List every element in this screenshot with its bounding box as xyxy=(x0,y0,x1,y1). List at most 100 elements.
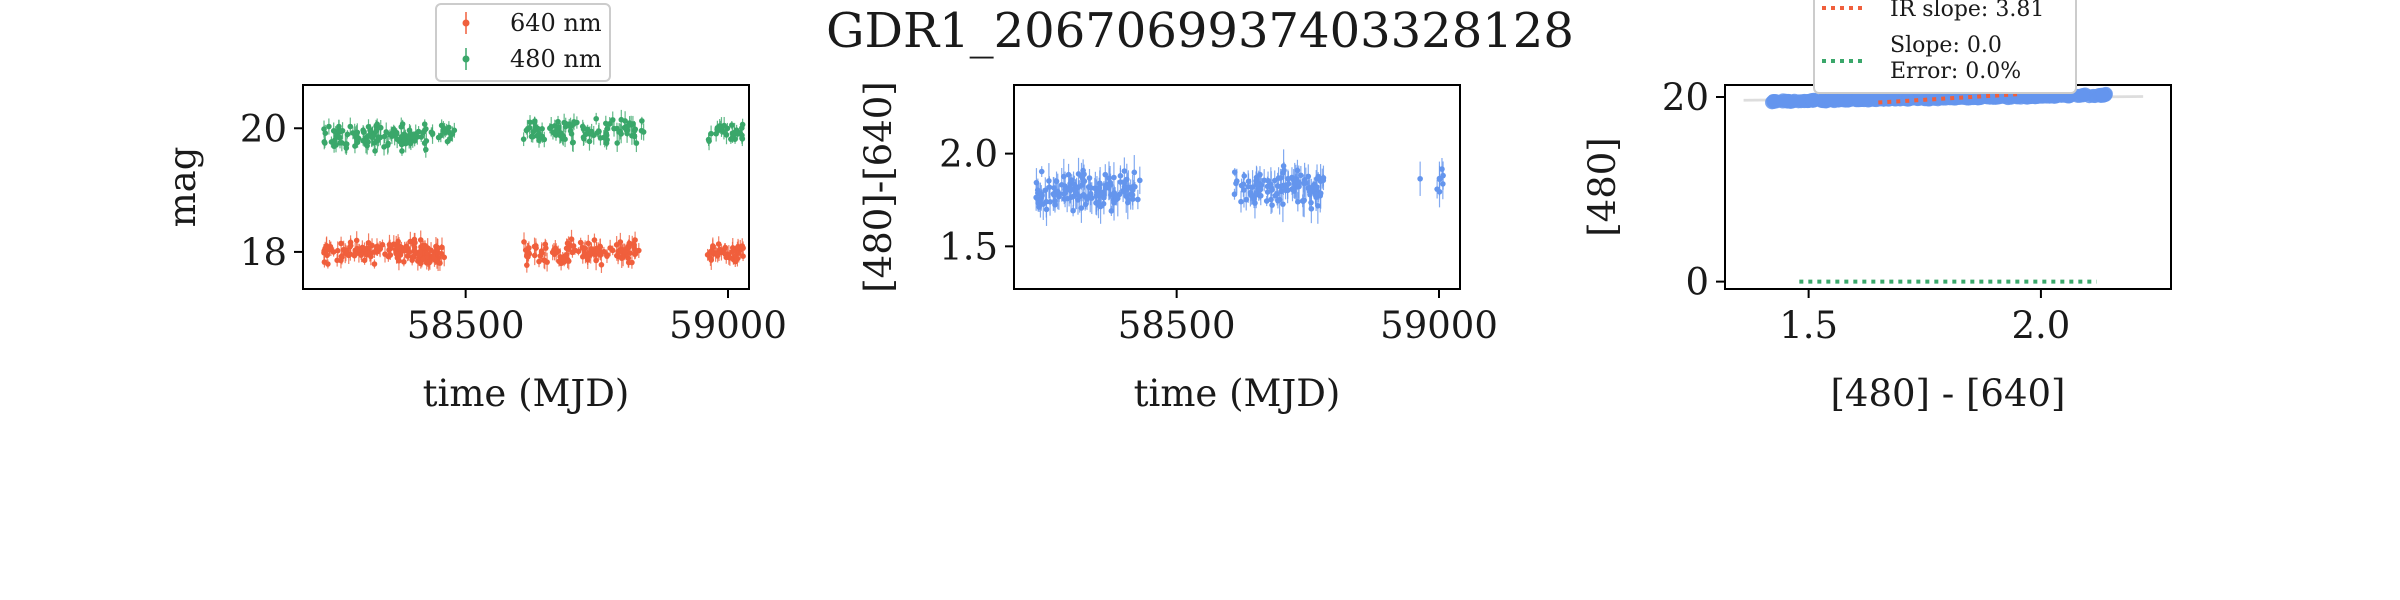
data-point xyxy=(411,238,418,256)
data-point xyxy=(421,126,428,137)
data-point xyxy=(403,241,410,252)
data-point xyxy=(444,137,451,146)
data-point xyxy=(373,120,380,140)
data-point xyxy=(633,134,640,153)
data-point xyxy=(375,242,381,252)
data-point xyxy=(569,134,576,152)
data-point xyxy=(1047,187,1053,216)
data-point xyxy=(538,244,545,258)
data-point xyxy=(429,124,436,144)
data-point xyxy=(420,240,427,256)
data-point xyxy=(596,122,602,141)
data-point xyxy=(1233,171,1239,196)
data-point xyxy=(521,232,527,252)
data-point xyxy=(395,234,401,249)
legend: 640 nm 480 nm xyxy=(435,3,611,82)
data-points xyxy=(321,109,746,273)
data-point xyxy=(321,256,328,268)
color-curve-panel: 58500 59000 1.5 2.0 time (MJD) [480]-[640] xyxy=(857,81,1498,415)
x-tick-label: 58500 xyxy=(1118,304,1236,347)
data-point xyxy=(533,241,539,255)
data-point xyxy=(1303,167,1309,199)
data-point xyxy=(415,126,422,138)
data-point xyxy=(364,136,370,155)
data-point xyxy=(351,249,358,262)
data-point xyxy=(383,122,390,142)
data-point xyxy=(1135,189,1141,210)
data-point xyxy=(523,246,530,266)
data-point xyxy=(1295,192,1301,212)
data-point xyxy=(1252,187,1258,219)
data-point xyxy=(575,247,582,256)
data-point xyxy=(553,122,560,138)
data-point xyxy=(1320,165,1327,191)
y-axis-label: mag xyxy=(161,147,204,228)
data-point xyxy=(1046,163,1052,199)
data-point xyxy=(1062,171,1068,208)
data-point xyxy=(1088,182,1095,215)
legend-label-ir-slope: IR slope: 3.81 xyxy=(1890,0,2044,22)
data-point xyxy=(417,247,423,257)
data-point xyxy=(713,125,719,142)
data-point xyxy=(360,135,366,146)
data-point xyxy=(326,118,332,135)
x-axis-label: [480] - [640] xyxy=(1830,372,2065,415)
axis-ticks: 58500 59000 1.5 2.0 xyxy=(939,133,1498,347)
data-point xyxy=(347,238,354,254)
data-point xyxy=(386,234,393,255)
data-point xyxy=(615,242,622,262)
data-point xyxy=(433,237,439,257)
data-point xyxy=(338,236,344,251)
x-tick-label: 2.0 xyxy=(2011,304,2070,347)
data-point xyxy=(1313,170,1320,204)
data-point xyxy=(731,126,738,142)
data-point xyxy=(1295,165,1302,199)
data-point xyxy=(1070,180,1077,213)
data-point xyxy=(371,259,378,269)
data-point xyxy=(1238,178,1245,193)
data-point xyxy=(1254,174,1260,196)
data-point xyxy=(1111,162,1117,193)
data-point xyxy=(1108,205,1115,216)
data-point xyxy=(593,112,599,125)
data-point xyxy=(1436,176,1443,208)
data-point xyxy=(1269,197,1275,213)
data-point xyxy=(1805,93,1820,108)
x-axis-label: time (MJD) xyxy=(1134,372,1341,415)
data-point xyxy=(322,138,328,148)
data-point xyxy=(1072,186,1079,196)
data-point xyxy=(1121,177,1127,188)
data-point xyxy=(625,257,632,268)
legend-marker-480 xyxy=(462,48,470,70)
data-point xyxy=(446,121,452,134)
data-point xyxy=(1922,92,1937,107)
data-point xyxy=(1084,188,1090,210)
data-point xyxy=(1052,196,1058,213)
data-point xyxy=(323,237,330,256)
x-tick-label: 58500 xyxy=(407,304,525,347)
data-point xyxy=(358,250,364,260)
legend: IR slope: 3.81 Slope: 0.0 Error: 0.0% xyxy=(1813,0,2077,94)
data-point xyxy=(541,131,548,148)
y-tick-label: 20 xyxy=(240,107,287,150)
data-point xyxy=(438,119,445,132)
data-point xyxy=(729,241,736,262)
data-point xyxy=(2094,87,2109,102)
data-point xyxy=(614,134,621,152)
data-point xyxy=(1033,184,1039,211)
data-point xyxy=(1301,183,1307,218)
data-point xyxy=(1306,174,1313,210)
data-point xyxy=(548,116,555,137)
data-point xyxy=(707,247,714,256)
data-point xyxy=(368,247,374,266)
plot-frame xyxy=(1013,84,1461,290)
data-point xyxy=(1130,179,1137,193)
data-point xyxy=(1851,91,1866,106)
data-point xyxy=(1043,192,1050,226)
axis-ticks: 1.5 2.0 0 20 xyxy=(1662,76,2070,347)
data-point xyxy=(621,243,628,261)
legend-box xyxy=(1813,0,2077,94)
data-point xyxy=(377,120,384,136)
data-point xyxy=(721,116,727,135)
data-point xyxy=(581,248,588,258)
